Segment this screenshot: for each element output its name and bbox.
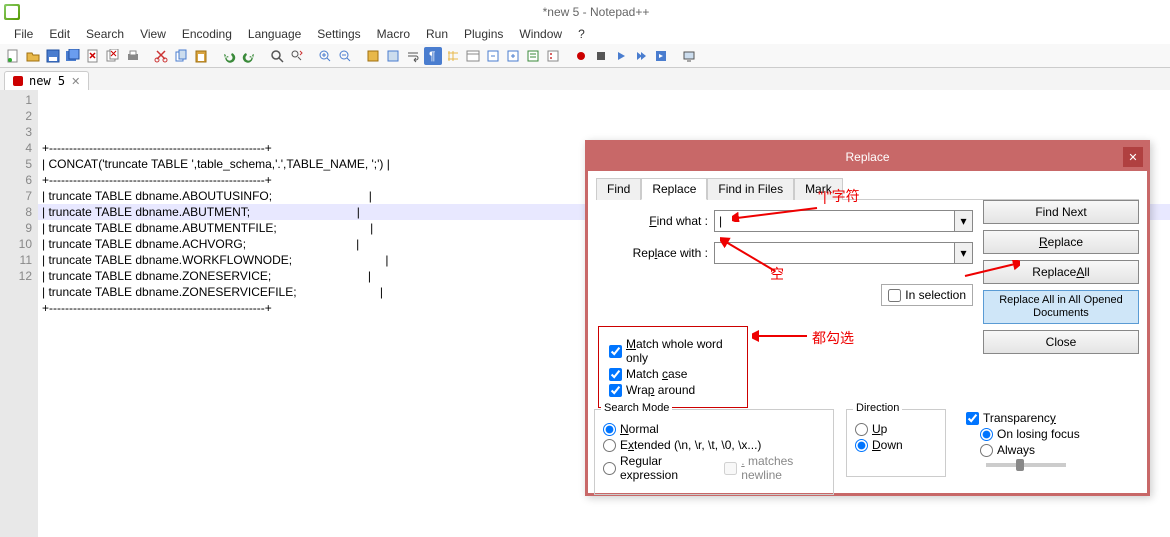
close-button[interactable]: Close: [983, 330, 1139, 354]
lang-icon[interactable]: [464, 47, 482, 65]
find-icon[interactable]: [268, 47, 286, 65]
zoom-out-icon[interactable]: [336, 47, 354, 65]
redo-icon[interactable]: [240, 47, 258, 65]
modified-icon: [13, 76, 23, 86]
zoom-in-icon[interactable]: [316, 47, 334, 65]
mode-extended[interactable]: Extended (\n, \r, \t, \0, \x...): [603, 438, 825, 452]
tab-close-icon[interactable]: ✕: [71, 75, 80, 88]
titlebar: *new 5 - Notepad++: [0, 0, 1170, 24]
menu-help[interactable]: ?: [570, 25, 593, 43]
func-list-icon[interactable]: [544, 47, 562, 65]
transparency-slider[interactable]: [986, 463, 1066, 467]
save-all-icon[interactable]: [64, 47, 82, 65]
wrap-icon[interactable]: [404, 47, 422, 65]
close-icon[interactable]: [84, 47, 102, 65]
menu-macro[interactable]: Macro: [369, 25, 418, 43]
menu-file[interactable]: File: [6, 25, 41, 43]
mode-regex[interactable]: Regular expression . matches newline: [603, 454, 825, 482]
menu-settings[interactable]: Settings: [309, 25, 368, 43]
line-gutter: 123456789101112: [0, 90, 38, 537]
window-title: *new 5 - Notepad++: [26, 5, 1166, 19]
replace-icon[interactable]: [288, 47, 306, 65]
play-multi-icon[interactable]: [632, 47, 650, 65]
dir-down[interactable]: Down: [855, 438, 937, 452]
menu-encoding[interactable]: Encoding: [174, 25, 240, 43]
sync-v-icon[interactable]: [364, 47, 382, 65]
tab-file[interactable]: new 5 ✕: [4, 71, 89, 90]
match-case-checkbox[interactable]: Match case: [609, 367, 737, 381]
show-all-icon[interactable]: ¶: [424, 47, 442, 65]
indent-guide-icon[interactable]: [444, 47, 462, 65]
record-icon[interactable]: [572, 47, 590, 65]
direction-group: Direction Up Down: [846, 409, 946, 477]
menu-edit[interactable]: Edit: [41, 25, 78, 43]
dir-up[interactable]: Up: [855, 422, 937, 436]
close-all-icon[interactable]: [104, 47, 122, 65]
copy-icon[interactable]: [172, 47, 190, 65]
transparency-group: Transparency On losing focus Always: [966, 409, 1134, 489]
wrap-around-checkbox[interactable]: Wrap around: [609, 383, 737, 397]
new-icon[interactable]: [4, 47, 22, 65]
tab-label: new 5: [29, 74, 65, 88]
undo-icon[interactable]: [220, 47, 238, 65]
direction-legend: Direction: [853, 402, 902, 414]
open-icon[interactable]: [24, 47, 42, 65]
menu-run[interactable]: Run: [418, 25, 456, 43]
save-icon[interactable]: [44, 47, 62, 65]
menu-plugins[interactable]: Plugins: [456, 25, 511, 43]
unfold-icon[interactable]: [504, 47, 522, 65]
search-mode-legend: Search Mode: [601, 402, 672, 414]
print-icon[interactable]: [124, 47, 142, 65]
fold-icon[interactable]: [484, 47, 502, 65]
stop-icon[interactable]: [592, 47, 610, 65]
play-icon[interactable]: [612, 47, 630, 65]
app-icon: [4, 4, 20, 20]
doc-list-icon[interactable]: [524, 47, 542, 65]
menu-window[interactable]: Window: [511, 25, 570, 43]
tabstrip: new 5 ✕: [0, 68, 1170, 90]
toolbar: ¶: [0, 44, 1170, 68]
transparency-checkbox[interactable]: Transparency: [966, 411, 1134, 425]
trans-always[interactable]: Always: [980, 443, 1134, 457]
sync-h-icon[interactable]: [384, 47, 402, 65]
paste-icon[interactable]: [192, 47, 210, 65]
cut-icon[interactable]: [152, 47, 170, 65]
search-mode-group: Search Mode Normal Extended (\n, \r, \t,…: [594, 409, 834, 495]
mode-normal[interactable]: Normal: [603, 422, 825, 436]
save-macro-icon[interactable]: [652, 47, 670, 65]
trans-losing-focus[interactable]: On losing focus: [980, 427, 1134, 441]
whole-word-checkbox[interactable]: Match whole word only: [609, 337, 737, 365]
menu-view[interactable]: View: [132, 25, 174, 43]
svg-text:¶: ¶: [429, 49, 435, 63]
match-options: Match whole word only Match case Wrap ar…: [598, 326, 748, 408]
monitor-icon[interactable]: [680, 47, 698, 65]
menubar: File Edit Search View Encoding Language …: [0, 24, 1170, 44]
menu-language[interactable]: Language: [240, 25, 309, 43]
menu-search[interactable]: Search: [78, 25, 132, 43]
